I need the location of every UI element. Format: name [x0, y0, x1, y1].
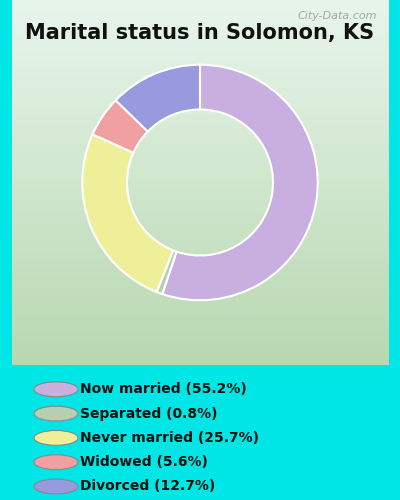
Text: Marital status in Solomon, KS: Marital status in Solomon, KS [26, 23, 374, 43]
Circle shape [34, 479, 78, 494]
Circle shape [34, 382, 78, 396]
Circle shape [34, 430, 78, 446]
Text: Never married (25.7%): Never married (25.7%) [80, 431, 259, 445]
Circle shape [34, 406, 78, 421]
Text: Separated (0.8%): Separated (0.8%) [80, 406, 218, 420]
Wedge shape [162, 65, 318, 300]
Text: Divorced (12.7%): Divorced (12.7%) [80, 480, 215, 494]
Wedge shape [92, 100, 148, 152]
Circle shape [34, 455, 78, 469]
Text: Now married (55.2%): Now married (55.2%) [80, 382, 247, 396]
Text: City-Data.com: City-Data.com [298, 11, 377, 21]
Text: Widowed (5.6%): Widowed (5.6%) [80, 455, 208, 469]
Wedge shape [116, 65, 200, 132]
Wedge shape [157, 250, 176, 294]
Wedge shape [82, 134, 173, 292]
